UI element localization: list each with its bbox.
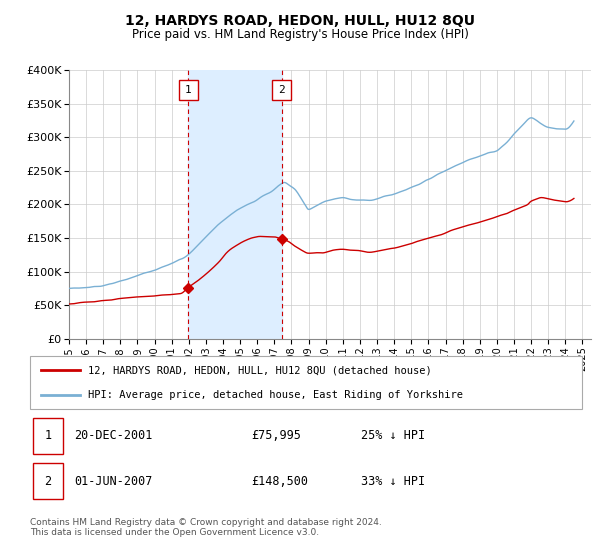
Text: 1: 1 bbox=[185, 85, 191, 95]
Text: 2: 2 bbox=[44, 474, 52, 488]
Text: 33% ↓ HPI: 33% ↓ HPI bbox=[361, 474, 425, 488]
Text: 01-JUN-2007: 01-JUN-2007 bbox=[74, 474, 152, 488]
Text: 12, HARDYS ROAD, HEDON, HULL, HU12 8QU: 12, HARDYS ROAD, HEDON, HULL, HU12 8QU bbox=[125, 14, 475, 28]
Text: £75,995: £75,995 bbox=[251, 430, 301, 442]
Text: 2: 2 bbox=[278, 85, 285, 95]
Bar bbox=[272, 80, 291, 100]
Text: Price paid vs. HM Land Registry's House Price Index (HPI): Price paid vs. HM Land Registry's House … bbox=[131, 28, 469, 41]
Bar bbox=[188, 70, 281, 339]
Bar bbox=[33, 464, 63, 498]
Text: Contains HM Land Registry data © Crown copyright and database right 2024.
This d: Contains HM Land Registry data © Crown c… bbox=[30, 518, 382, 538]
Text: 12, HARDYS ROAD, HEDON, HULL, HU12 8QU (detached house): 12, HARDYS ROAD, HEDON, HULL, HU12 8QU (… bbox=[88, 366, 432, 376]
Text: HPI: Average price, detached house, East Riding of Yorkshire: HPI: Average price, detached house, East… bbox=[88, 390, 463, 400]
Bar bbox=[179, 80, 198, 100]
Text: 25% ↓ HPI: 25% ↓ HPI bbox=[361, 430, 425, 442]
Text: £148,500: £148,500 bbox=[251, 474, 308, 488]
Bar bbox=[33, 418, 63, 454]
Text: 20-DEC-2001: 20-DEC-2001 bbox=[74, 430, 152, 442]
Text: 1: 1 bbox=[44, 430, 52, 442]
